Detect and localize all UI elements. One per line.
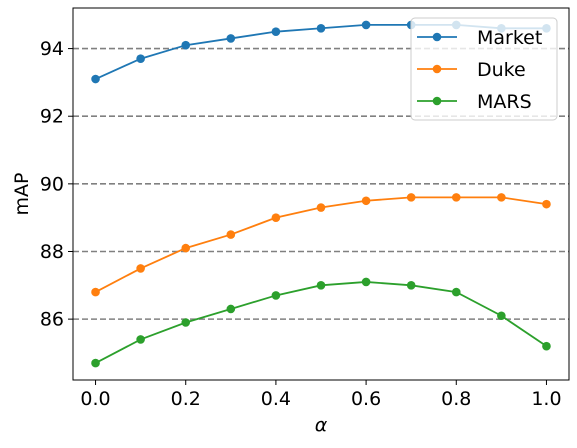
- y-tick-label: 88: [40, 241, 64, 263]
- y-tick-label: 92: [40, 106, 64, 128]
- y-axis-label: mAP: [11, 173, 33, 216]
- legend: Market Duke MARS: [410, 17, 558, 121]
- series-line-mars: [95, 281, 547, 364]
- legend-marker-mars: [432, 96, 442, 106]
- y-axis: 86 88 90 92 94: [40, 38, 73, 331]
- data-point-mars: [451, 287, 461, 297]
- legend-marker-duke: [432, 64, 442, 74]
- x-tick-label: 0.8: [441, 388, 471, 410]
- data-point-duke: [497, 193, 506, 202]
- legend-label-market: Market: [477, 27, 542, 49]
- legend-label-duke: Duke: [477, 59, 526, 81]
- data-point-mars: [181, 318, 191, 327]
- data-point-duke: [181, 243, 191, 253]
- data-point-duke: [451, 193, 461, 202]
- data-point-market: [136, 54, 145, 64]
- legend-box: [410, 17, 558, 121]
- data-point-market: [361, 20, 371, 30]
- series-layer: [91, 20, 551, 368]
- legend-marker-market: [432, 32, 442, 42]
- data-point-mars: [542, 341, 551, 351]
- data-point-market: [316, 23, 326, 33]
- y-tick-label: 86: [40, 309, 64, 331]
- y-tick-label: 94: [40, 38, 64, 60]
- data-point-mars: [316, 281, 326, 290]
- x-tick-label: 0.4: [261, 388, 291, 410]
- data-point-mars: [406, 281, 416, 290]
- x-tick-label: 0.6: [351, 388, 381, 410]
- series-duke: [91, 193, 551, 297]
- data-point-mars: [497, 311, 506, 321]
- series-mars: [91, 277, 551, 368]
- x-tick-label: 0.0: [80, 388, 110, 410]
- data-point-duke: [91, 287, 100, 297]
- data-point-market: [271, 27, 281, 36]
- data-point-duke: [406, 193, 416, 202]
- data-point-mars: [136, 335, 145, 344]
- data-point-duke: [361, 196, 371, 206]
- data-point-duke: [226, 230, 236, 239]
- data-point-market: [181, 40, 191, 50]
- x-tick-label: 1.0: [531, 388, 561, 410]
- data-point-duke: [316, 203, 326, 212]
- x-tick-label: 0.2: [171, 388, 201, 410]
- data-point-market: [226, 34, 236, 43]
- data-point-duke: [542, 199, 551, 209]
- data-point-mars: [226, 304, 236, 314]
- data-point-duke: [271, 213, 281, 222]
- data-point-market: [91, 74, 100, 84]
- x-axis-label: α: [315, 414, 328, 436]
- x-axis: 0.0 0.2 0.4 0.6 0.8 1.0: [80, 380, 562, 410]
- plot-frame: [72, 7, 570, 381]
- data-point-duke: [136, 264, 145, 273]
- grid-layer: [73, 47, 569, 320]
- y-tick-label: 90: [40, 173, 64, 195]
- data-point-mars: [361, 277, 371, 287]
- data-point-mars: [91, 358, 100, 368]
- data-point-mars: [271, 291, 281, 300]
- legend-label-mars: MARS: [477, 91, 532, 113]
